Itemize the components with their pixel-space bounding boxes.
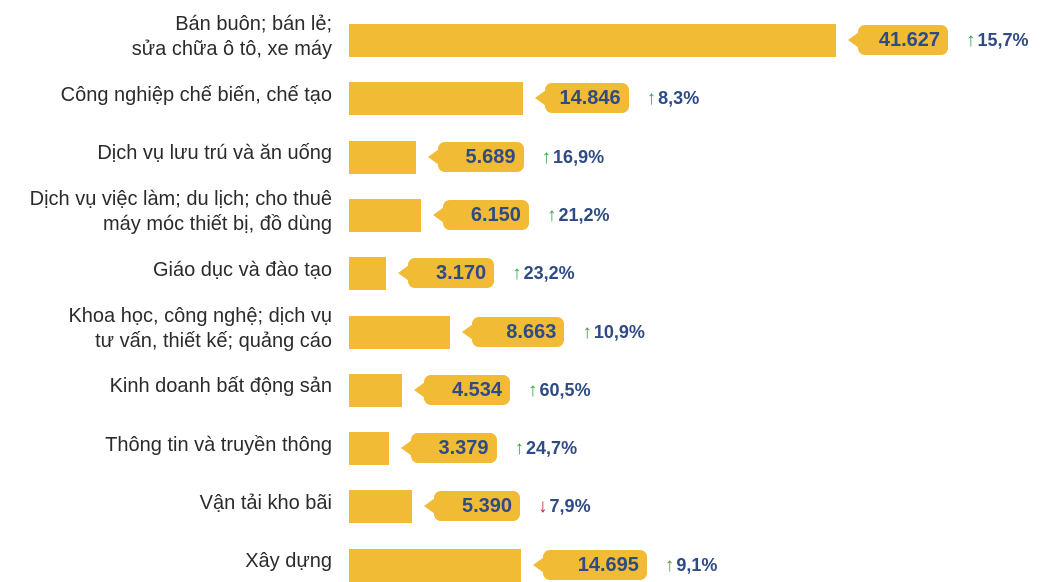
value-label: 8.663 xyxy=(462,316,565,347)
value-label: 14.695 xyxy=(532,549,647,580)
category-label: Vận tải kho bãi xyxy=(199,491,332,514)
value-label: 5.689 xyxy=(427,141,524,172)
change-percent: 60,5% xyxy=(539,379,591,400)
change-percent: 23,2% xyxy=(523,263,575,284)
up-arrow-icon: ↑ xyxy=(512,263,522,285)
change-percent: 9,1% xyxy=(676,554,718,575)
change-indicator: ↑ 60,5% xyxy=(528,375,591,405)
value-label: 6.150 xyxy=(432,199,529,230)
category-label: Giáo dục và đào tạo xyxy=(152,258,332,281)
category-label: Dịch vụ việc làm; du lịch; cho thuê máy … xyxy=(29,187,332,235)
bar xyxy=(349,140,416,174)
bar xyxy=(349,257,387,291)
value-label: 4.534 xyxy=(414,374,511,405)
value-label: 3.170 xyxy=(398,258,495,289)
category-label: Xây dựng xyxy=(245,550,332,573)
change-percent: 7,9% xyxy=(549,496,591,517)
up-arrow-icon: ↑ xyxy=(528,379,538,401)
bar xyxy=(349,24,836,57)
bar xyxy=(349,198,421,232)
up-arrow-icon: ↑ xyxy=(966,30,976,51)
category-label: Khoa học, công nghệ; dịch vụ tư vấn, thi… xyxy=(68,304,332,352)
change-percent: 8,3% xyxy=(658,88,700,109)
change-percent: 24,7% xyxy=(526,438,578,459)
bar xyxy=(349,490,413,524)
up-arrow-icon: ↑ xyxy=(664,554,675,576)
change-indicator: ↑ 23,2% xyxy=(512,258,575,288)
change-percent: 15,7% xyxy=(977,30,1029,50)
change-indicator: ↓ 7,9% xyxy=(538,491,591,521)
up-arrow-icon: ↑ xyxy=(514,438,525,460)
category-label: Bán buôn; bán lẻ; sửa chữa ô tô, xe máy xyxy=(131,13,332,60)
category-label: Kinh doanh bất động sản xyxy=(109,375,332,398)
up-arrow-icon: ↑ xyxy=(646,88,657,110)
change-indicator: ↑ 16,9% xyxy=(542,142,605,172)
up-arrow-icon: ↑ xyxy=(546,204,557,226)
bar xyxy=(349,373,403,407)
change-indicator: ↑ 10,9% xyxy=(582,317,645,347)
up-arrow-icon: ↑ xyxy=(582,321,592,343)
category-label: Công nghiệp chế biến, chế tạo xyxy=(60,83,332,106)
value-label: 14.846 xyxy=(534,83,629,114)
bar xyxy=(349,82,523,116)
change-percent: 16,9% xyxy=(553,146,605,167)
bar xyxy=(349,548,521,582)
change-indicator: ↑ 21,2% xyxy=(547,200,610,230)
change-indicator: ↑ 24,7% xyxy=(515,433,578,463)
bar xyxy=(349,315,451,349)
change-indicator: ↑ 9,1% xyxy=(665,550,718,580)
change-indicator: ↑ 8,3% xyxy=(647,83,700,113)
change-indicator: ↑ 15,7% xyxy=(966,25,1029,55)
down-arrow-icon: ↓ xyxy=(538,496,548,518)
change-percent: 21,2% xyxy=(558,204,610,225)
value-label: 5.390 xyxy=(424,491,521,522)
value-label: 41.627 xyxy=(848,25,948,55)
category-label: Dịch vụ lưu trú và ăn uống xyxy=(97,142,332,165)
category-label: Thông tin và truyền thông xyxy=(105,433,332,456)
value-label: 3.379 xyxy=(400,433,497,464)
change-percent: 10,9% xyxy=(593,321,645,342)
up-arrow-icon: ↑ xyxy=(541,146,552,168)
bar xyxy=(349,432,389,466)
